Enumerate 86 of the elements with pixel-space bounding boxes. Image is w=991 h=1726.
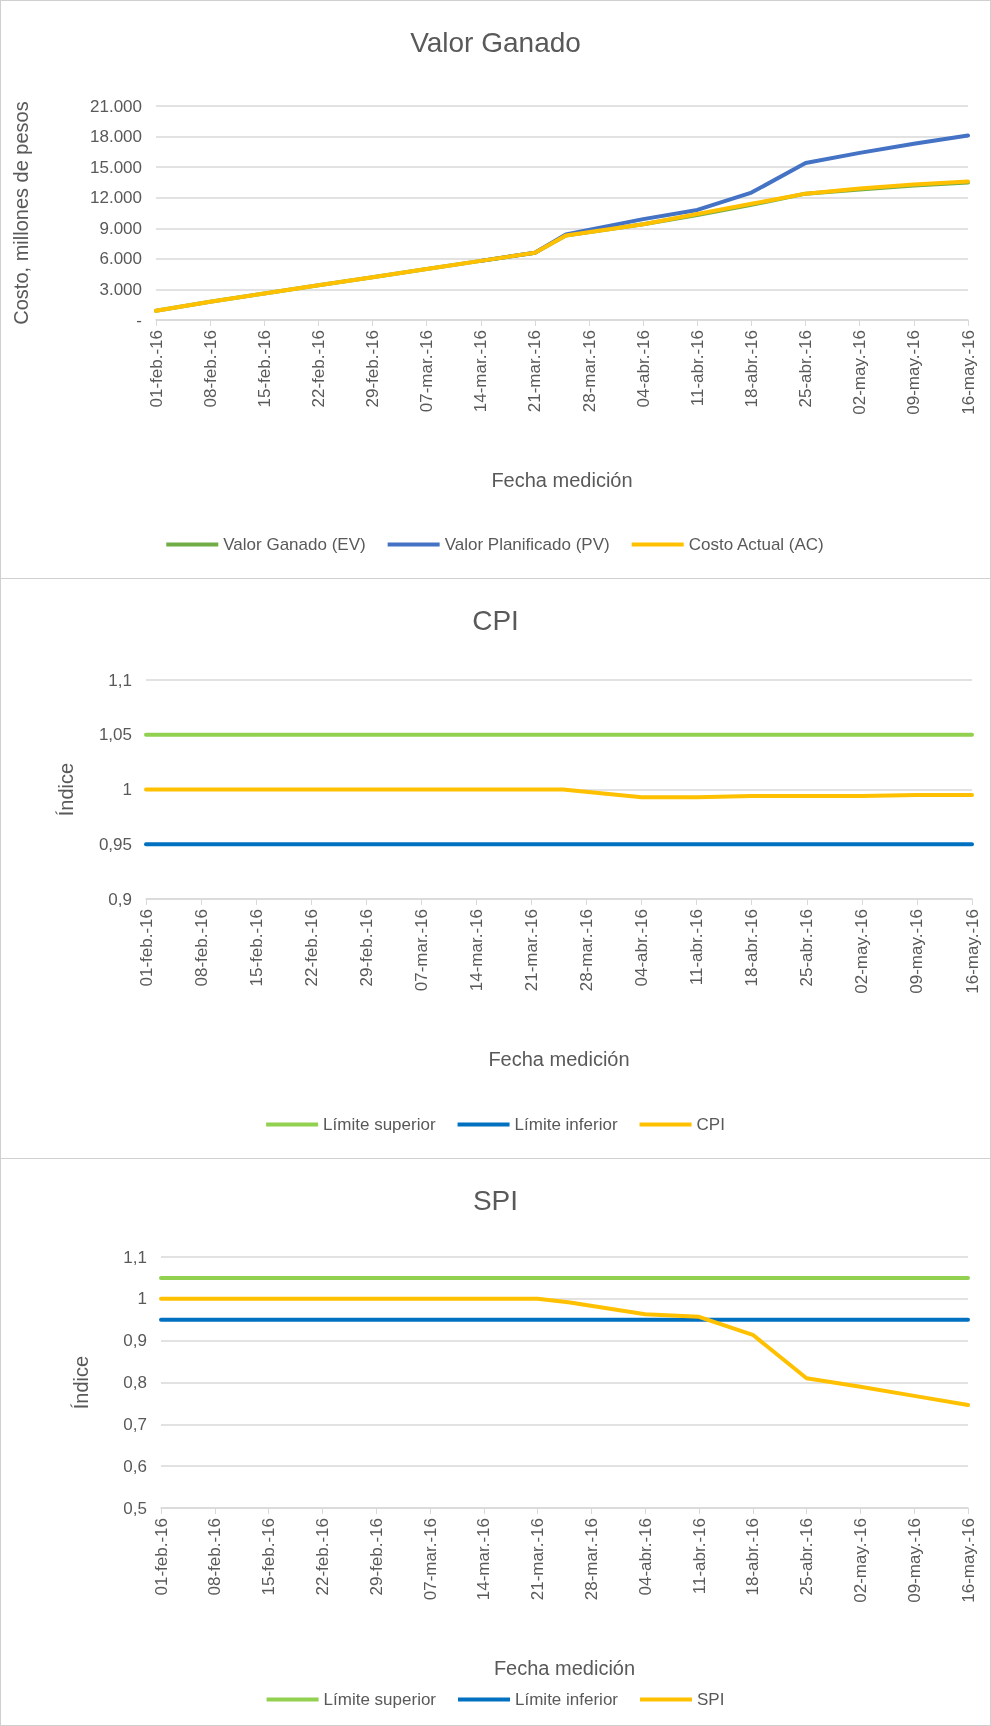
x-tick-label: 21-mar.-16	[525, 330, 545, 413]
x-tick-label: 02-may.-16	[850, 330, 870, 415]
x-tick-label: 25-abr.-16	[797, 909, 817, 987]
y-tick-label: 3.000	[99, 279, 142, 299]
x-tick-label: 07-mar.-16	[420, 1518, 440, 1601]
x-tick-label: 28-mar.-16	[579, 330, 599, 413]
x-tick-label: 16-may.-16	[958, 330, 978, 415]
x-tick-label: 15-feb.-16	[246, 909, 266, 987]
x-tick-label: 29-feb.-16	[363, 330, 383, 408]
x-tick-label: 07-mar.-16	[417, 330, 437, 413]
y-axis-title: Índice	[70, 1355, 92, 1410]
y-tick-label: -	[136, 310, 142, 330]
y-axis-title: Costo, millones de pesos	[10, 101, 32, 325]
x-tick-label: 08-feb.-16	[191, 909, 211, 987]
x-tick-label: 01-feb.-16	[146, 330, 166, 408]
x-tick-label: 16-may.-16	[958, 1518, 978, 1603]
x-tick-label: 02-may.-16	[850, 1518, 870, 1603]
x-tick-label: 25-abr.-16	[796, 330, 816, 408]
y-tick-label: 0,95	[98, 834, 132, 854]
x-tick-label: 07-mar.-16	[411, 909, 431, 992]
legend-label: Límite superior	[323, 1690, 437, 1709]
y-tick-label: 21.000	[90, 96, 142, 116]
y-tick-label: 1,1	[123, 1247, 147, 1267]
legend-label: Límite superior	[323, 1115, 436, 1134]
y-tick-label: 1,05	[98, 725, 132, 745]
y-tick-label: 0,7	[123, 1414, 147, 1434]
x-tick-label: 08-feb.-16	[205, 1518, 225, 1596]
x-axis-title: Fecha medición	[488, 1048, 630, 1070]
x-tick-label: 29-feb.-16	[356, 909, 376, 987]
x-tick-label: 22-feb.-16	[308, 330, 328, 408]
legend-label: Valor Planificado (PV)	[444, 535, 610, 554]
chart-title: Valor Ganado	[410, 26, 581, 58]
x-tick-label: 16-may.-16	[962, 909, 982, 994]
y-tick-label: 0,9	[123, 1331, 147, 1351]
x-axis-title: Fecha medición	[491, 469, 633, 491]
chart-title: SPI	[472, 1184, 519, 1216]
x-tick-label: 29-feb.-16	[366, 1518, 386, 1596]
x-tick-label: 28-mar.-16	[581, 1518, 601, 1601]
x-axis-title: Fecha medición	[493, 1657, 636, 1679]
x-tick-label: 09-may.-16	[904, 330, 924, 415]
y-tick-label: 15.000	[90, 157, 142, 177]
x-tick-label: 04-abr.-16	[635, 1518, 655, 1596]
y-tick-label: 12.000	[90, 188, 142, 208]
y-axis-title: Índice	[55, 762, 77, 817]
legend-label: CPI	[696, 1115, 725, 1134]
x-tick-label: 08-feb.-16	[200, 330, 220, 408]
x-tick-label: 18-abr.-16	[743, 1518, 763, 1596]
x-tick-label: 15-feb.-16	[254, 330, 274, 408]
x-tick-label: 21-mar.-16	[521, 909, 541, 992]
y-tick-label: 0,6	[123, 1456, 147, 1476]
x-tick-label: 09-may.-16	[904, 1518, 924, 1603]
x-tick-label: 01-feb.-16	[136, 909, 156, 987]
x-tick-label: 04-abr.-16	[632, 909, 652, 987]
x-tick-label: 11-abr.-16	[687, 909, 707, 986]
x-tick-label: 15-feb.-16	[259, 1518, 279, 1596]
y-tick-label: 18.000	[90, 127, 142, 147]
y-tick-label: 0,9	[108, 889, 132, 909]
x-tick-label: 14-mar.-16	[474, 1518, 494, 1601]
y-tick-label: 6.000	[99, 249, 142, 269]
x-tick-label: 18-abr.-16	[741, 330, 761, 408]
legend-label: SPI	[697, 1690, 725, 1709]
y-tick-label: 1	[137, 1289, 147, 1309]
y-tick-label: 9.000	[99, 218, 142, 238]
legend-label: Costo Actual (AC)	[688, 535, 824, 554]
x-tick-label: 28-mar.-16	[577, 909, 597, 992]
x-tick-label: 25-abr.-16	[797, 1518, 817, 1596]
legend-label: Límite inferior	[515, 1690, 619, 1709]
legend-label: Valor Ganado (EV)	[223, 535, 366, 554]
x-tick-label: 04-abr.-16	[633, 330, 653, 408]
x-tick-label: 18-abr.-16	[742, 909, 762, 987]
x-tick-label: 14-mar.-16	[471, 330, 491, 413]
x-tick-label: 14-mar.-16	[466, 909, 486, 992]
x-tick-label: 11-abr.-16	[689, 1518, 709, 1595]
y-tick-label: 1,1	[108, 670, 132, 690]
x-tick-label: 22-feb.-16	[301, 909, 321, 987]
x-tick-label: 02-may.-16	[852, 909, 872, 994]
x-tick-label: 01-feb.-16	[151, 1518, 171, 1596]
chart-title: CPI	[472, 604, 519, 636]
y-tick-label: 1	[122, 780, 132, 799]
x-tick-label: 11-abr.-16	[687, 330, 707, 407]
legend-label: Límite inferior	[514, 1115, 618, 1134]
x-tick-label: 09-may.-16	[907, 909, 927, 994]
y-tick-label: 0,5	[123, 1498, 147, 1518]
y-tick-label: 0,8	[123, 1373, 147, 1392]
x-tick-label: 22-feb.-16	[312, 1518, 332, 1596]
x-tick-label: 21-mar.-16	[528, 1518, 548, 1601]
